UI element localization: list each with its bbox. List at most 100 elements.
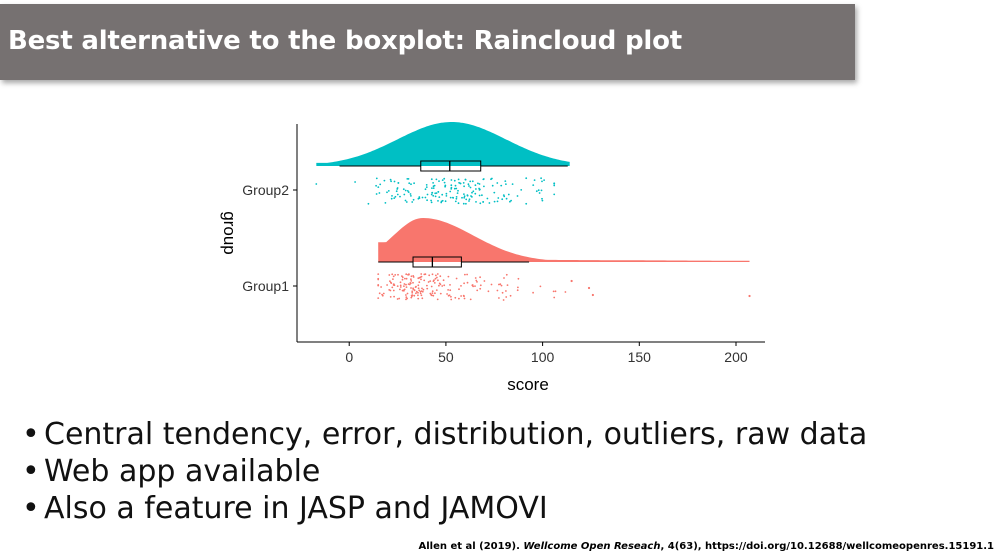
bullet-text: Central tendency, error, distribution, o… [44, 417, 868, 452]
raw-point [505, 273, 508, 276]
raw-point [417, 284, 420, 287]
raw-point [410, 287, 412, 289]
raw-point [483, 280, 486, 282]
bullet-text: Web app available [44, 454, 321, 489]
raw-point [420, 275, 423, 278]
raw-point [540, 177, 542, 180]
raw-point [463, 193, 465, 196]
raw-point [505, 290, 507, 292]
raw-point [388, 289, 391, 291]
outlier-point [591, 293, 594, 297]
raw-point [404, 277, 406, 280]
raw-point [377, 284, 380, 287]
raw-point [403, 288, 406, 291]
raw-point [509, 294, 512, 297]
raw-point [476, 281, 478, 283]
raw-point [450, 295, 452, 298]
raw-point [436, 298, 439, 301]
raw-point [438, 284, 440, 287]
raw-point [403, 285, 405, 287]
raw-point [394, 195, 397, 198]
raw-point [449, 289, 452, 292]
raw-point [463, 185, 465, 188]
raw-point [391, 273, 394, 276]
raw-point [478, 194, 481, 197]
bullet-item: • Central tendency, error, distribution, … [22, 417, 868, 452]
raw-point [438, 180, 440, 183]
raw-point [405, 296, 408, 298]
raw-point [405, 298, 407, 301]
raw-point [431, 290, 434, 293]
raw-point [429, 280, 432, 282]
raw-point [420, 290, 423, 292]
raw-point [431, 192, 434, 194]
raw-point [420, 278, 422, 281]
raw-point [412, 276, 415, 278]
raw-point [382, 292, 385, 295]
raw-point [424, 188, 427, 191]
density-cloud-group1 [378, 218, 750, 262]
x-tick-label: 50 [438, 349, 454, 365]
raw-point [392, 283, 395, 285]
raw-point [517, 277, 520, 280]
raw-point [395, 190, 398, 193]
raw-point [464, 273, 466, 276]
raw-point [377, 297, 380, 299]
raw-point [474, 277, 477, 279]
box-iqr [420, 160, 482, 172]
raw-point [564, 291, 567, 293]
raw-point [469, 180, 472, 183]
raw-point [505, 197, 508, 200]
boxplot-layer [339, 160, 568, 268]
raw-point [475, 201, 477, 203]
raw-point [456, 192, 459, 195]
raw-point [421, 196, 424, 199]
raw-point [421, 297, 424, 300]
density-cloud-group2 [316, 122, 570, 166]
raw-point [479, 276, 481, 279]
raw-point [481, 194, 483, 197]
raw-point [428, 274, 431, 277]
raw-point [401, 278, 404, 281]
raw-point [398, 297, 401, 300]
raw-point [506, 284, 509, 286]
raw-point [447, 289, 449, 291]
raw-point [430, 178, 433, 181]
raw-point [446, 293, 448, 295]
bullet-list: • Central tendency, error, distribution, … [22, 416, 867, 527]
x-tick-label: 150 [628, 349, 652, 365]
raw-point [441, 285, 444, 287]
raw-point [444, 200, 447, 203]
raw-point [396, 187, 399, 189]
raw-point [460, 285, 462, 287]
raw-point [525, 202, 528, 205]
raw-point [483, 185, 485, 188]
raw-point [410, 296, 413, 299]
raw-point [468, 198, 471, 201]
raw-point [405, 294, 407, 296]
raw-point [471, 180, 474, 183]
raw-point [474, 285, 476, 287]
raw-point [391, 195, 393, 197]
raw-point [497, 197, 500, 199]
raw-point [471, 191, 473, 194]
density-layer [316, 122, 750, 262]
raw-point [453, 187, 456, 190]
bullet-item: • Web app available [22, 454, 321, 489]
raw-point [384, 202, 387, 204]
raw-point [397, 182, 400, 184]
raw-point [507, 193, 510, 196]
outlier-point [748, 294, 751, 298]
raw-point [417, 291, 419, 294]
raw-point [424, 273, 427, 276]
raw-point [516, 289, 519, 292]
raw-point [377, 273, 380, 275]
raw-point [465, 198, 468, 201]
raw-point [491, 184, 494, 187]
raw-point [509, 200, 511, 203]
raw-point [460, 295, 462, 297]
raw-point [386, 191, 388, 194]
raw-point [541, 199, 544, 202]
raw-point [440, 201, 443, 204]
